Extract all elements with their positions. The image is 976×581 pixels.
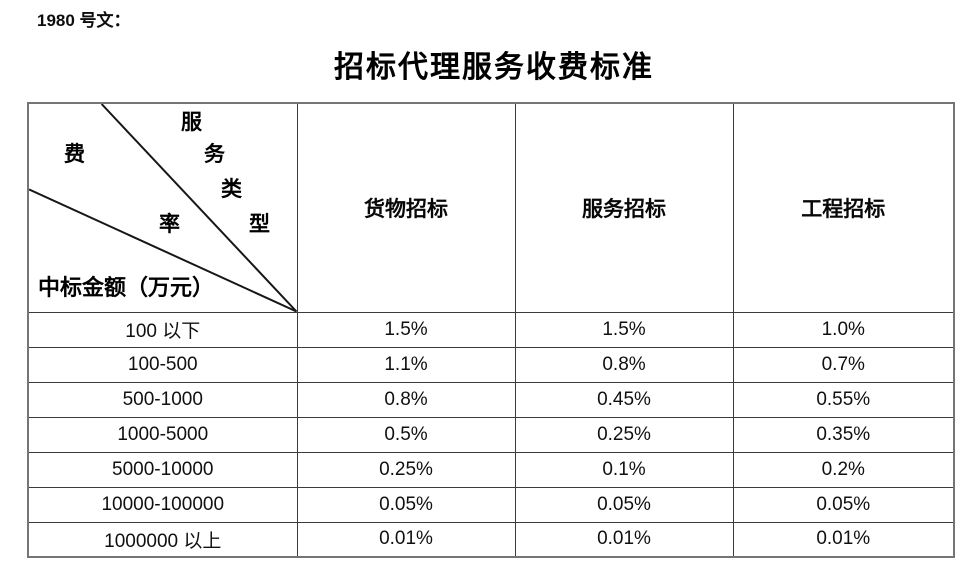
fee-cell: 0.5%	[296, 416, 516, 453]
table-row: 1000000 以上 0.01% 0.01% 0.01%	[27, 521, 955, 558]
header-row: 中标金额（万元） 服务类型 费率 货物招标 服务招标 工程招标	[27, 102, 955, 313]
corner-fee-rate-char: 率	[159, 212, 180, 236]
row-label: 1000000 以上	[27, 521, 298, 558]
table-row: 10000-100000 0.05% 0.05% 0.05%	[27, 486, 955, 523]
row-label: 1000-5000	[27, 416, 298, 453]
fee-cell: 1.1%	[296, 346, 516, 383]
table-row: 100 以下 1.5% 1.5% 1.0%	[27, 311, 955, 348]
row-label: 100-500	[27, 346, 298, 383]
fee-cell: 0.35%	[732, 416, 955, 453]
column-header: 工程招标	[732, 102, 955, 313]
table-row: 1000-5000 0.5% 0.25% 0.35%	[27, 416, 955, 453]
fee-cell: 0.45%	[514, 381, 734, 418]
fee-cell: 0.8%	[514, 346, 734, 383]
table-row: 5000-10000 0.25% 0.1% 0.2%	[27, 451, 955, 488]
row-label: 100 以下	[27, 311, 298, 348]
corner-fee-rate-char: 费	[64, 142, 85, 166]
corner-service-type-char: 类	[221, 177, 242, 201]
corner-service-type-char: 型	[249, 212, 270, 236]
table-row: 100-500 1.1% 0.8% 0.7%	[27, 346, 955, 383]
fee-cell: 0.05%	[296, 486, 516, 523]
doc-ref-label: 1980 号文：	[37, 11, 131, 30]
fee-cell: 0.25%	[296, 451, 516, 488]
corner-header-cell: 中标金额（万元） 服务类型 费率	[27, 102, 298, 313]
page-title: 招标代理服务收费标准	[334, 51, 654, 84]
column-header: 货物招标	[296, 102, 516, 313]
fee-cell: 1.5%	[296, 311, 516, 348]
fee-cell: 0.1%	[514, 451, 734, 488]
corner-service-type-char: 务	[204, 142, 225, 166]
corner-service-type-char: 服	[181, 110, 202, 134]
row-label: 500-1000	[27, 381, 298, 418]
table-row: 500-1000 0.8% 0.45% 0.55%	[27, 381, 955, 418]
fee-cell: 0.25%	[514, 416, 734, 453]
row-label: 10000-100000	[27, 486, 298, 523]
corner-amount-label: 中标金额（万元）	[38, 275, 215, 300]
fee-cell: 0.05%	[514, 486, 734, 523]
fee-cell: 0.7%	[732, 346, 955, 383]
fee-cell: 1.0%	[732, 311, 955, 348]
fee-cell: 0.8%	[296, 381, 516, 418]
diagonal-divider-lines	[29, 104, 297, 312]
fee-table: 中标金额（万元） 服务类型费率 货物招标 服务招标 工程招标 100 以下 1.5% 1…	[27, 102, 955, 558]
row-label: 5000-10000	[27, 451, 298, 488]
fee-cell: 0.01%	[732, 521, 955, 558]
fee-cell: 1.5%	[514, 311, 734, 348]
fee-cell: 0.2%	[732, 451, 955, 488]
fee-cell: 0.55%	[732, 381, 955, 418]
column-header: 服务招标	[514, 102, 734, 313]
fee-cell: 0.01%	[296, 521, 516, 558]
fee-cell: 0.01%	[514, 521, 734, 558]
fee-table-body: 100 以下 1.5% 1.5% 1.0% 100-500 1.1% 0.8% 0.7% 500…	[27, 311, 955, 558]
fee-cell: 0.05%	[732, 486, 955, 523]
